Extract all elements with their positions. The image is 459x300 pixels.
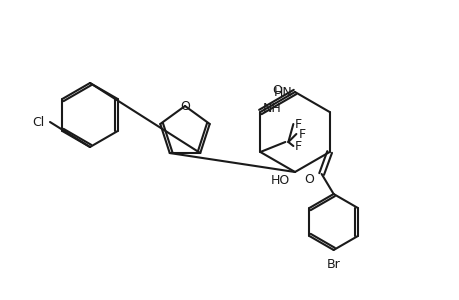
Text: NH: NH xyxy=(262,101,280,115)
Text: Cl: Cl xyxy=(32,116,44,128)
Text: HO: HO xyxy=(270,173,289,187)
Text: F: F xyxy=(294,118,301,130)
Text: F: F xyxy=(294,140,301,152)
Text: F: F xyxy=(298,128,305,140)
Text: Br: Br xyxy=(326,258,340,271)
Text: O: O xyxy=(179,100,190,112)
Text: HN: HN xyxy=(274,85,292,98)
Text: O: O xyxy=(272,83,282,97)
Text: O: O xyxy=(304,172,314,185)
